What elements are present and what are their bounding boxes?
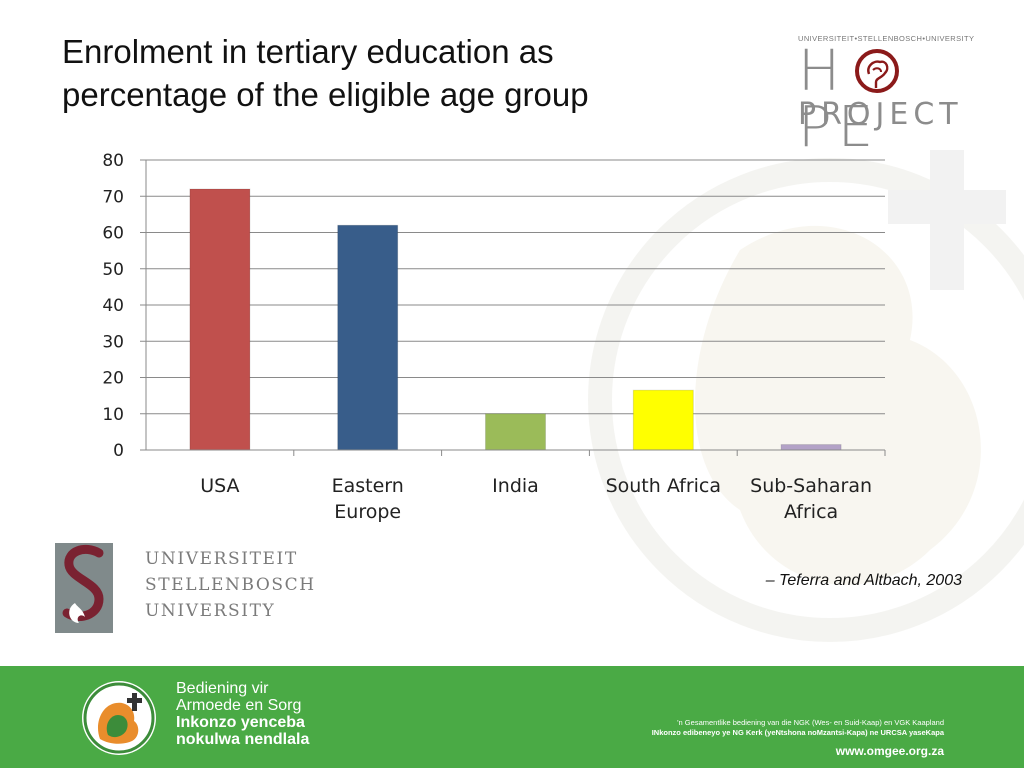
y-tick-label: 60 [102,224,124,244]
university-shield-icon [55,543,113,633]
care-emblem-icon [82,681,156,755]
x-tick-label: Eastern [332,475,404,497]
y-tick-label: 0 [113,441,124,461]
source-citation: – Teferra and Altbach, 2003 [765,572,962,589]
x-tick-label: South Africa [606,475,721,497]
footer-small-line-1: 'n Gesamentlike bediening van die NGK (W… [677,718,944,727]
y-tick-label: 40 [102,296,124,316]
y-tick-label: 10 [102,405,124,425]
hope-logo-top-text: UNIVERSITEIT•STELLENBOSCH•UNIVERSITY [798,34,975,43]
university-name: UNIVERSITEIT STELLENBOSCH UNIVERSITY [145,546,316,624]
bar-india [485,413,546,451]
footer-url-link[interactable]: www.omgee.org.za [835,744,944,758]
university-name-line-1: UNIVERSITEIT [145,549,298,569]
x-tick-label: Sub-Saharan [750,475,872,497]
university-name-line-2: STELLENBOSCH [145,575,316,595]
hope-logo-letters-pe: PE [798,95,880,160]
footer-ministry-name: Bediening vir Armoede en Sorg Inkonzo ye… [176,680,309,748]
y-tick-label: 70 [102,187,124,207]
stellenbosch-university-logo: UNIVERSITEIT STELLENBOSCH UNIVERSITY [55,543,314,635]
x-tick-label: USA [200,475,239,497]
hope-logo-letter-h: H [798,39,847,104]
bar-sub-saharan-africa [780,444,842,451]
footer-line-2: Armoede en Sorg [176,697,302,714]
x-tick-label: Africa [784,501,838,523]
chart-x-tick-labels: USA Eastern Europe India South Africa Sub-Sah… [200,475,872,523]
slide-title: Enrolment in tertiary education as perce… [62,33,589,113]
y-tick-label: 30 [102,332,124,352]
hope-project-logo: UNIVERSITEIT•STELLENBOSCH•UNIVERSITY HPE… [798,34,974,156]
bar-usa [189,188,251,451]
hope-logo-word: HPE [798,44,970,156]
university-name-line-3: UNIVERSITY [145,601,276,621]
x-tick-label: India [492,475,539,497]
x-tick-label: Europe [334,501,401,523]
bar-eastern-europe [337,224,399,451]
hope-tree-icon [855,49,899,93]
footer-line-4: nokulwa nendlala [176,731,310,748]
y-tick-label: 50 [102,260,124,280]
bar-south-africa [632,389,694,451]
enrolment-bar-chart: 0 10 20 30 40 50 60 70 80 USA Eastern Europe India S… [102,151,886,523]
footer-band: Bediening vir Armoede en Sorg Inkonzo ye… [0,666,1024,768]
chart-gridlines [140,159,886,456]
hope-logo-project: PROJECT [798,97,963,132]
y-tick-label: 20 [102,369,124,389]
footer-line-1: Bediening vir [176,680,269,697]
chart-bars [189,188,842,451]
footer-details: 'n Gesamentlike bediening van die NGK (W… [652,718,944,758]
background-watermark [588,150,1024,642]
footer-small-line-2: INkonzo edibeneyo ye NG Kerk (yeNtshona … [651,728,944,737]
chart-y-tick-labels: 0 10 20 30 40 50 60 70 80 [102,151,124,461]
y-tick-label: 80 [102,151,124,171]
footer-line-3: Inkonzo yenceba [176,714,305,731]
